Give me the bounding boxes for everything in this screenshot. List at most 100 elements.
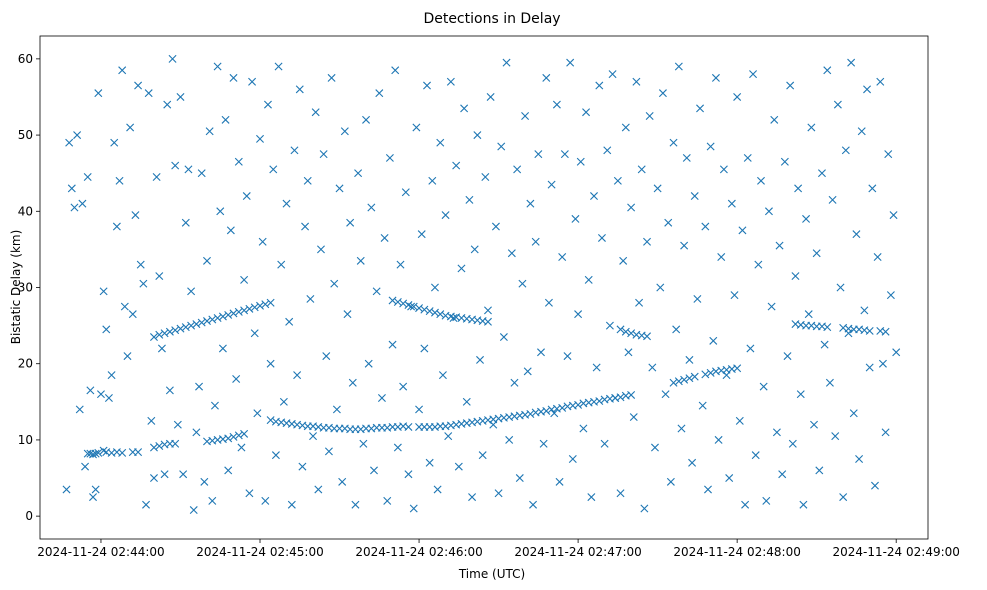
x-tick-label: 2024-11-24 02:49:00 <box>832 545 959 559</box>
data-point <box>791 272 800 281</box>
data-point <box>518 279 527 288</box>
data-point <box>203 317 211 326</box>
data-point <box>582 108 591 117</box>
data-point <box>192 320 201 329</box>
data-point <box>616 325 625 334</box>
data-point <box>287 500 296 509</box>
data-point <box>860 306 869 315</box>
data-point <box>849 409 858 418</box>
data-point <box>99 287 108 296</box>
data-point <box>682 153 691 162</box>
data-point <box>123 352 132 361</box>
data-point <box>444 432 453 441</box>
data-point <box>483 306 492 315</box>
data-point <box>229 309 238 318</box>
data-point <box>290 146 299 155</box>
data-point <box>460 104 469 113</box>
chart-title: Detections in Delay <box>423 11 560 27</box>
data-point <box>558 253 567 262</box>
data-point <box>796 390 805 399</box>
data-point <box>203 256 211 265</box>
data-point <box>587 493 596 502</box>
data-point <box>560 150 569 159</box>
data-point <box>420 305 429 314</box>
data-point <box>449 313 458 322</box>
data-point <box>229 73 238 82</box>
data-point <box>65 138 74 147</box>
y-tick-label: 60 <box>18 52 33 66</box>
data-point <box>664 218 673 227</box>
data-point <box>680 241 689 250</box>
data-point <box>197 318 206 327</box>
data-point <box>420 344 429 353</box>
data-point <box>165 327 174 336</box>
data-point <box>253 409 262 418</box>
data-point <box>783 352 792 361</box>
data-point <box>597 233 606 242</box>
data-point <box>301 222 310 231</box>
data-point <box>526 410 535 419</box>
data-point <box>735 416 744 425</box>
data-point <box>89 493 98 502</box>
data-point <box>340 127 349 136</box>
data-point <box>149 474 158 483</box>
data-point <box>391 66 400 75</box>
data-point <box>115 176 124 185</box>
data-point <box>142 500 151 509</box>
data-point <box>306 294 315 303</box>
data-point <box>441 211 450 220</box>
data-point <box>118 448 127 457</box>
y-tick-label: 0 <box>25 509 33 523</box>
data-point <box>383 496 392 505</box>
data-point <box>261 496 270 505</box>
data-point <box>892 348 901 357</box>
data-point <box>184 165 193 174</box>
data-point <box>250 329 259 338</box>
data-point <box>401 188 410 197</box>
data-point <box>380 233 389 242</box>
data-point <box>245 489 254 498</box>
data-point <box>338 477 347 486</box>
data-point <box>616 489 625 498</box>
data-point <box>311 108 320 117</box>
x-tick-label: 2024-11-24 02:47:00 <box>514 545 641 559</box>
data-point <box>348 378 357 387</box>
data-point <box>171 326 180 335</box>
data-point <box>621 327 630 336</box>
data-point <box>481 173 490 181</box>
data-point <box>706 142 715 151</box>
data-point <box>719 165 728 174</box>
data-point <box>234 307 243 316</box>
data-point <box>248 77 257 86</box>
data-point <box>772 428 781 437</box>
data-point <box>515 474 524 483</box>
data-point <box>399 299 408 308</box>
data-point <box>224 434 233 443</box>
data-point <box>574 310 583 319</box>
x-axis-label: Time (UTC) <box>458 567 525 581</box>
data-point <box>680 375 689 384</box>
data-point <box>367 203 376 212</box>
data-point <box>213 313 222 322</box>
data-point <box>550 409 559 418</box>
data-point <box>240 306 249 315</box>
data-point <box>388 340 397 349</box>
data-point <box>762 496 771 505</box>
data-point <box>870 481 879 490</box>
data-point <box>433 485 442 494</box>
data-point <box>709 336 718 345</box>
data-point <box>590 192 598 201</box>
data-point <box>404 422 413 431</box>
data-point <box>165 386 174 395</box>
data-point <box>417 230 426 239</box>
data-point <box>335 184 344 193</box>
data-point <box>703 485 712 494</box>
data-point <box>738 226 747 235</box>
data-point <box>356 256 365 265</box>
data-point <box>510 378 519 387</box>
data-point <box>749 70 758 79</box>
data-point <box>547 180 556 189</box>
data-point <box>112 222 121 231</box>
data-point <box>409 302 418 311</box>
data-point <box>629 413 638 422</box>
